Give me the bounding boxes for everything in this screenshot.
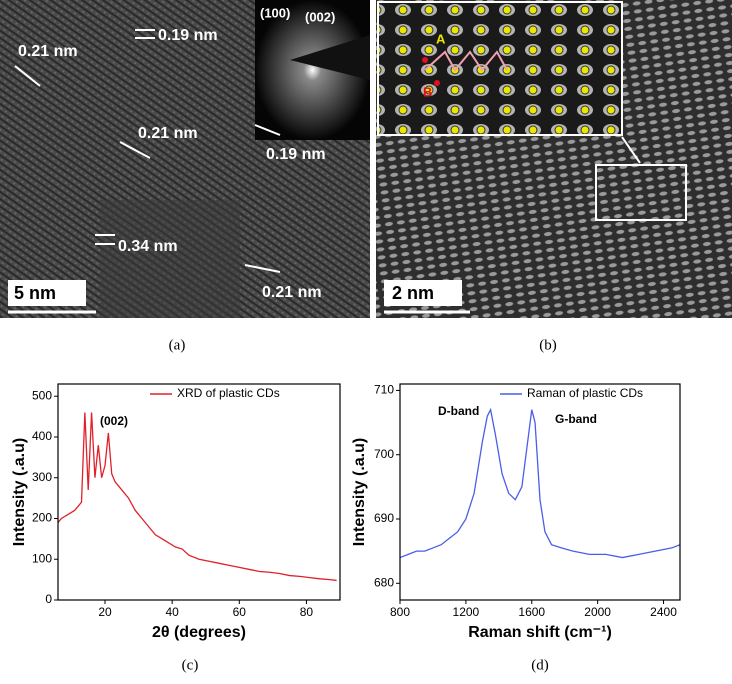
y-tick-label: 0 <box>45 592 52 606</box>
x-tick-label: 1600 <box>518 605 545 619</box>
spacing-label: 0.34 nm <box>118 238 178 255</box>
data-line <box>57 412 337 582</box>
spacing-label: 0.19 nm <box>266 146 326 163</box>
annotation: (002) <box>100 414 128 428</box>
annotation: G-band <box>555 412 597 426</box>
diffraction-label: (100) <box>260 5 290 20</box>
y-tick-label: 300 <box>32 470 52 484</box>
spacing-label: 0.21 nm <box>138 125 198 142</box>
scale-box <box>384 280 462 306</box>
spacing-markers <box>14 29 281 273</box>
site <box>422 57 428 63</box>
lattice-inset <box>377 1 623 136</box>
site-label: A <box>436 31 446 46</box>
x-axis-label: 2θ (degrees) <box>152 624 246 641</box>
x-tick-label: 2400 <box>650 605 677 619</box>
zoom-arrow <box>621 136 641 164</box>
y-tick-label: 400 <box>32 429 52 443</box>
legend-label: XRD of plastic CDs <box>177 386 280 400</box>
x-tick-label: 40 <box>165 605 179 619</box>
zoom-box <box>595 164 687 221</box>
legend-label: Raman of plastic CDs <box>527 386 643 400</box>
x-tick-label: 80 <box>300 605 314 619</box>
scale-label: 5 nm <box>14 283 56 303</box>
y-tick-label: 700 <box>374 447 394 461</box>
grain <box>100 200 240 318</box>
x-tick-label: 2000 <box>584 605 611 619</box>
y-tick-label: 710 <box>374 383 394 397</box>
panel-label: (b) <box>539 337 557 353</box>
site-label: B <box>423 84 432 99</box>
spacing-label: 0.21 nm <box>262 284 322 301</box>
panel-label: (c) <box>182 657 199 673</box>
plot-frame <box>399 383 681 601</box>
diffraction-label: (002) <box>305 9 335 24</box>
annotation: D-band <box>438 404 479 418</box>
y-tick-label: 690 <box>374 511 394 525</box>
y-axis-label: Intensity (.a.u) <box>351 438 368 546</box>
plot-frame <box>57 383 341 601</box>
y-tick-label: 100 <box>32 551 52 565</box>
x-tick-label: 20 <box>98 605 112 619</box>
data-line <box>399 407 681 559</box>
x-tick-label: 1200 <box>453 605 480 619</box>
spacing-label: 0.21 nm <box>18 43 78 60</box>
x-tick-label: 60 <box>233 605 247 619</box>
site <box>434 80 440 86</box>
panel-label: (a) <box>169 337 186 353</box>
lattice-path <box>424 50 508 72</box>
y-tick-label: 680 <box>374 575 394 589</box>
panel-label: (d) <box>531 657 549 673</box>
y-tick-label: 200 <box>32 511 52 525</box>
beam-stopper <box>290 35 370 80</box>
spacing-label: 0.19 nm <box>158 27 218 44</box>
y-tick-label: 500 <box>32 388 52 402</box>
x-axis-label: Raman shift (cm⁻¹) <box>468 624 612 641</box>
x-tick-label: 800 <box>390 605 410 619</box>
scale-label: 2 nm <box>392 283 434 303</box>
scale-box <box>8 280 86 306</box>
y-axis-label: Intensity (.a.u) <box>11 438 28 546</box>
